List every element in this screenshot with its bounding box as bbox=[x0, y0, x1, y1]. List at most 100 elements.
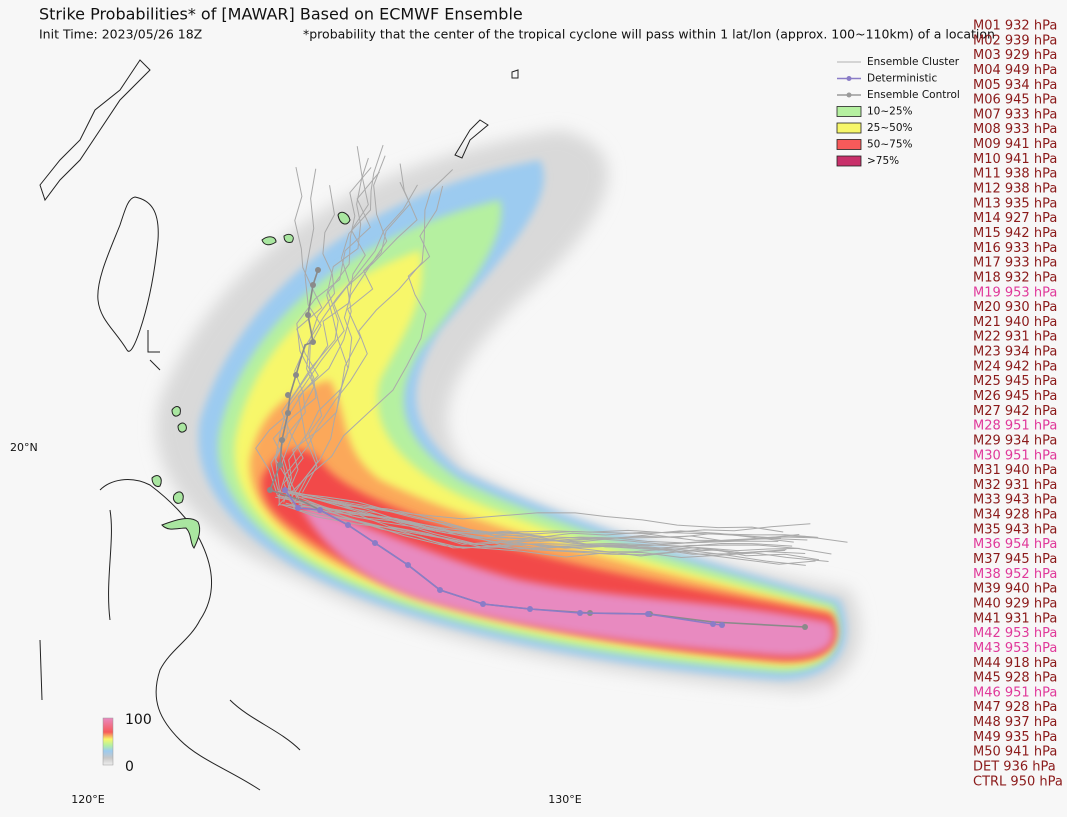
legend-marker bbox=[846, 76, 852, 81]
member-pressure: M34 928 hPa bbox=[973, 508, 1057, 523]
member-pressure: M29 934 hPa bbox=[973, 433, 1057, 448]
member-pressure: M27 942 hPa bbox=[973, 404, 1057, 419]
member-pressure: M33 943 hPa bbox=[973, 493, 1057, 508]
member-pressure: M18 932 hPa bbox=[973, 270, 1057, 285]
member-pressure: M23 934 hPa bbox=[973, 345, 1057, 360]
member-pressure: M04 949 hPa bbox=[973, 63, 1057, 78]
member-pressure: M36 954 hPa bbox=[973, 537, 1057, 552]
lon-label: 130°E bbox=[548, 793, 581, 806]
member-pressure: M37 945 hPa bbox=[973, 552, 1057, 567]
ensemble-track bbox=[283, 168, 322, 503]
member-pressure: M28 951 hPa bbox=[973, 419, 1057, 434]
member-pressure: M17 933 hPa bbox=[973, 256, 1057, 271]
ensemble-track bbox=[303, 495, 848, 543]
deterministic-track bbox=[282, 487, 725, 628]
member-pressure: M09 941 hPa bbox=[973, 137, 1057, 152]
member-pressure: M11 938 hPa bbox=[973, 167, 1057, 182]
ensemble-track bbox=[281, 167, 372, 509]
member-pressure: M31 940 hPa bbox=[973, 463, 1057, 478]
member-pressure: M38 952 hPa bbox=[973, 567, 1057, 582]
legend-swatch bbox=[836, 139, 862, 150]
member-pressure: CTRL 950 hPa bbox=[973, 774, 1063, 789]
ensemble-track bbox=[285, 155, 388, 499]
member-pressure: M45 928 hPa bbox=[973, 671, 1057, 686]
legend-label: 25~50% bbox=[867, 122, 913, 134]
lat-label: 20°N bbox=[10, 441, 38, 454]
member-pressure: M25 945 hPa bbox=[973, 374, 1057, 389]
member-pressure: M41 931 hPa bbox=[973, 611, 1057, 626]
member-pressure: M02 939 hPa bbox=[973, 33, 1057, 48]
legend-swatch bbox=[836, 106, 862, 117]
lon-label: 120°E bbox=[71, 793, 104, 806]
member-pressure: M16 933 hPa bbox=[973, 241, 1057, 256]
member-pressure: M13 935 hPa bbox=[973, 196, 1057, 211]
coastlines bbox=[39, 59, 519, 791]
member-pressure: M01 932 hPa bbox=[973, 19, 1057, 34]
member-pressure: M06 945 hPa bbox=[973, 93, 1057, 108]
colorbar bbox=[102, 717, 114, 766]
member-pressure: M32 931 hPa bbox=[973, 478, 1057, 493]
ensemble-track bbox=[277, 181, 411, 506]
legend-label: >75% bbox=[867, 155, 899, 167]
ensemble-track bbox=[270, 144, 384, 491]
member-pressure: M44 918 hPa bbox=[973, 656, 1057, 671]
ensemble-track bbox=[272, 171, 380, 507]
member-pressure: M40 929 hPa bbox=[973, 596, 1057, 611]
member-pressure: M46 951 hPa bbox=[973, 685, 1057, 700]
member-pressure: M47 928 hPa bbox=[973, 700, 1057, 715]
member-pressure: M24 942 hPa bbox=[973, 359, 1057, 374]
member-pressure: M50 941 hPa bbox=[973, 745, 1057, 760]
member-pressure: M03 929 hPa bbox=[973, 48, 1057, 63]
ensemble-cluster-tracks bbox=[255, 144, 848, 566]
ensemble-track bbox=[297, 493, 819, 549]
footnote: *probability that the center of the trop… bbox=[303, 27, 995, 42]
member-pressure: M07 933 hPa bbox=[973, 107, 1057, 122]
member-pressure: M19 953 hPa bbox=[973, 285, 1057, 300]
member-pressure: M22 931 hPa bbox=[973, 330, 1057, 345]
member-pressure: M14 927 hPa bbox=[973, 211, 1057, 226]
legend: Ensemble Cluster Deterministic Ensemble Co… bbox=[836, 56, 960, 167]
member-pressure: M30 951 hPa bbox=[973, 448, 1057, 463]
ensemble-track bbox=[278, 169, 454, 496]
member-pressure: M05 934 hPa bbox=[973, 78, 1057, 93]
legend-label: 50~75% bbox=[867, 139, 913, 151]
member-pressure: M10 941 hPa bbox=[973, 152, 1057, 167]
member-pressure: M35 943 hPa bbox=[973, 522, 1057, 537]
member-pressure: M08 933 hPa bbox=[973, 122, 1057, 137]
member-pressure: M12 938 hPa bbox=[973, 182, 1057, 197]
member-pressure: M43 953 hPa bbox=[973, 641, 1057, 656]
legend-label: Ensemble Control bbox=[867, 89, 960, 101]
member-pressure: M48 937 hPa bbox=[973, 715, 1057, 730]
legend-label: 10~25% bbox=[867, 106, 913, 118]
ensemble-track bbox=[301, 496, 811, 535]
member-pressure: M21 940 hPa bbox=[973, 315, 1057, 330]
init-time: Init Time: 2023/05/26 18Z bbox=[39, 27, 202, 42]
colorbar-min: 0 bbox=[125, 759, 134, 775]
title: Strike Probabilities* of [MAWAR] Based o… bbox=[39, 5, 523, 24]
ensemble-track bbox=[281, 166, 323, 491]
ensemble-track bbox=[302, 157, 369, 493]
legend-label: Ensemble Cluster bbox=[867, 56, 960, 68]
legend-label: Deterministic bbox=[867, 73, 937, 85]
member-pressure: M20 930 hPa bbox=[973, 300, 1057, 315]
ensemble-track bbox=[255, 163, 418, 495]
ensemble-track bbox=[292, 185, 444, 506]
member-pressure: DET 936 hPa bbox=[973, 760, 1056, 775]
legend-swatch bbox=[836, 122, 862, 134]
member-pressure: M15 942 hPa bbox=[973, 226, 1057, 241]
member-pressure: M49 935 hPa bbox=[973, 730, 1057, 745]
ensemble-track bbox=[274, 146, 369, 506]
member-pressure: M26 945 hPa bbox=[973, 389, 1057, 404]
islands bbox=[151, 211, 351, 549]
ensemble-track bbox=[285, 502, 829, 562]
member-pressure: M42 953 hPa bbox=[973, 626, 1057, 641]
colorbar-max: 100 bbox=[125, 712, 152, 728]
ensemble-track bbox=[277, 495, 800, 552]
ensemble-track bbox=[288, 506, 787, 554]
ensemble-track bbox=[285, 491, 794, 543]
legend-swatch bbox=[836, 155, 862, 167]
member-pressure: M39 940 hPa bbox=[973, 582, 1057, 597]
legend-marker bbox=[846, 92, 852, 98]
